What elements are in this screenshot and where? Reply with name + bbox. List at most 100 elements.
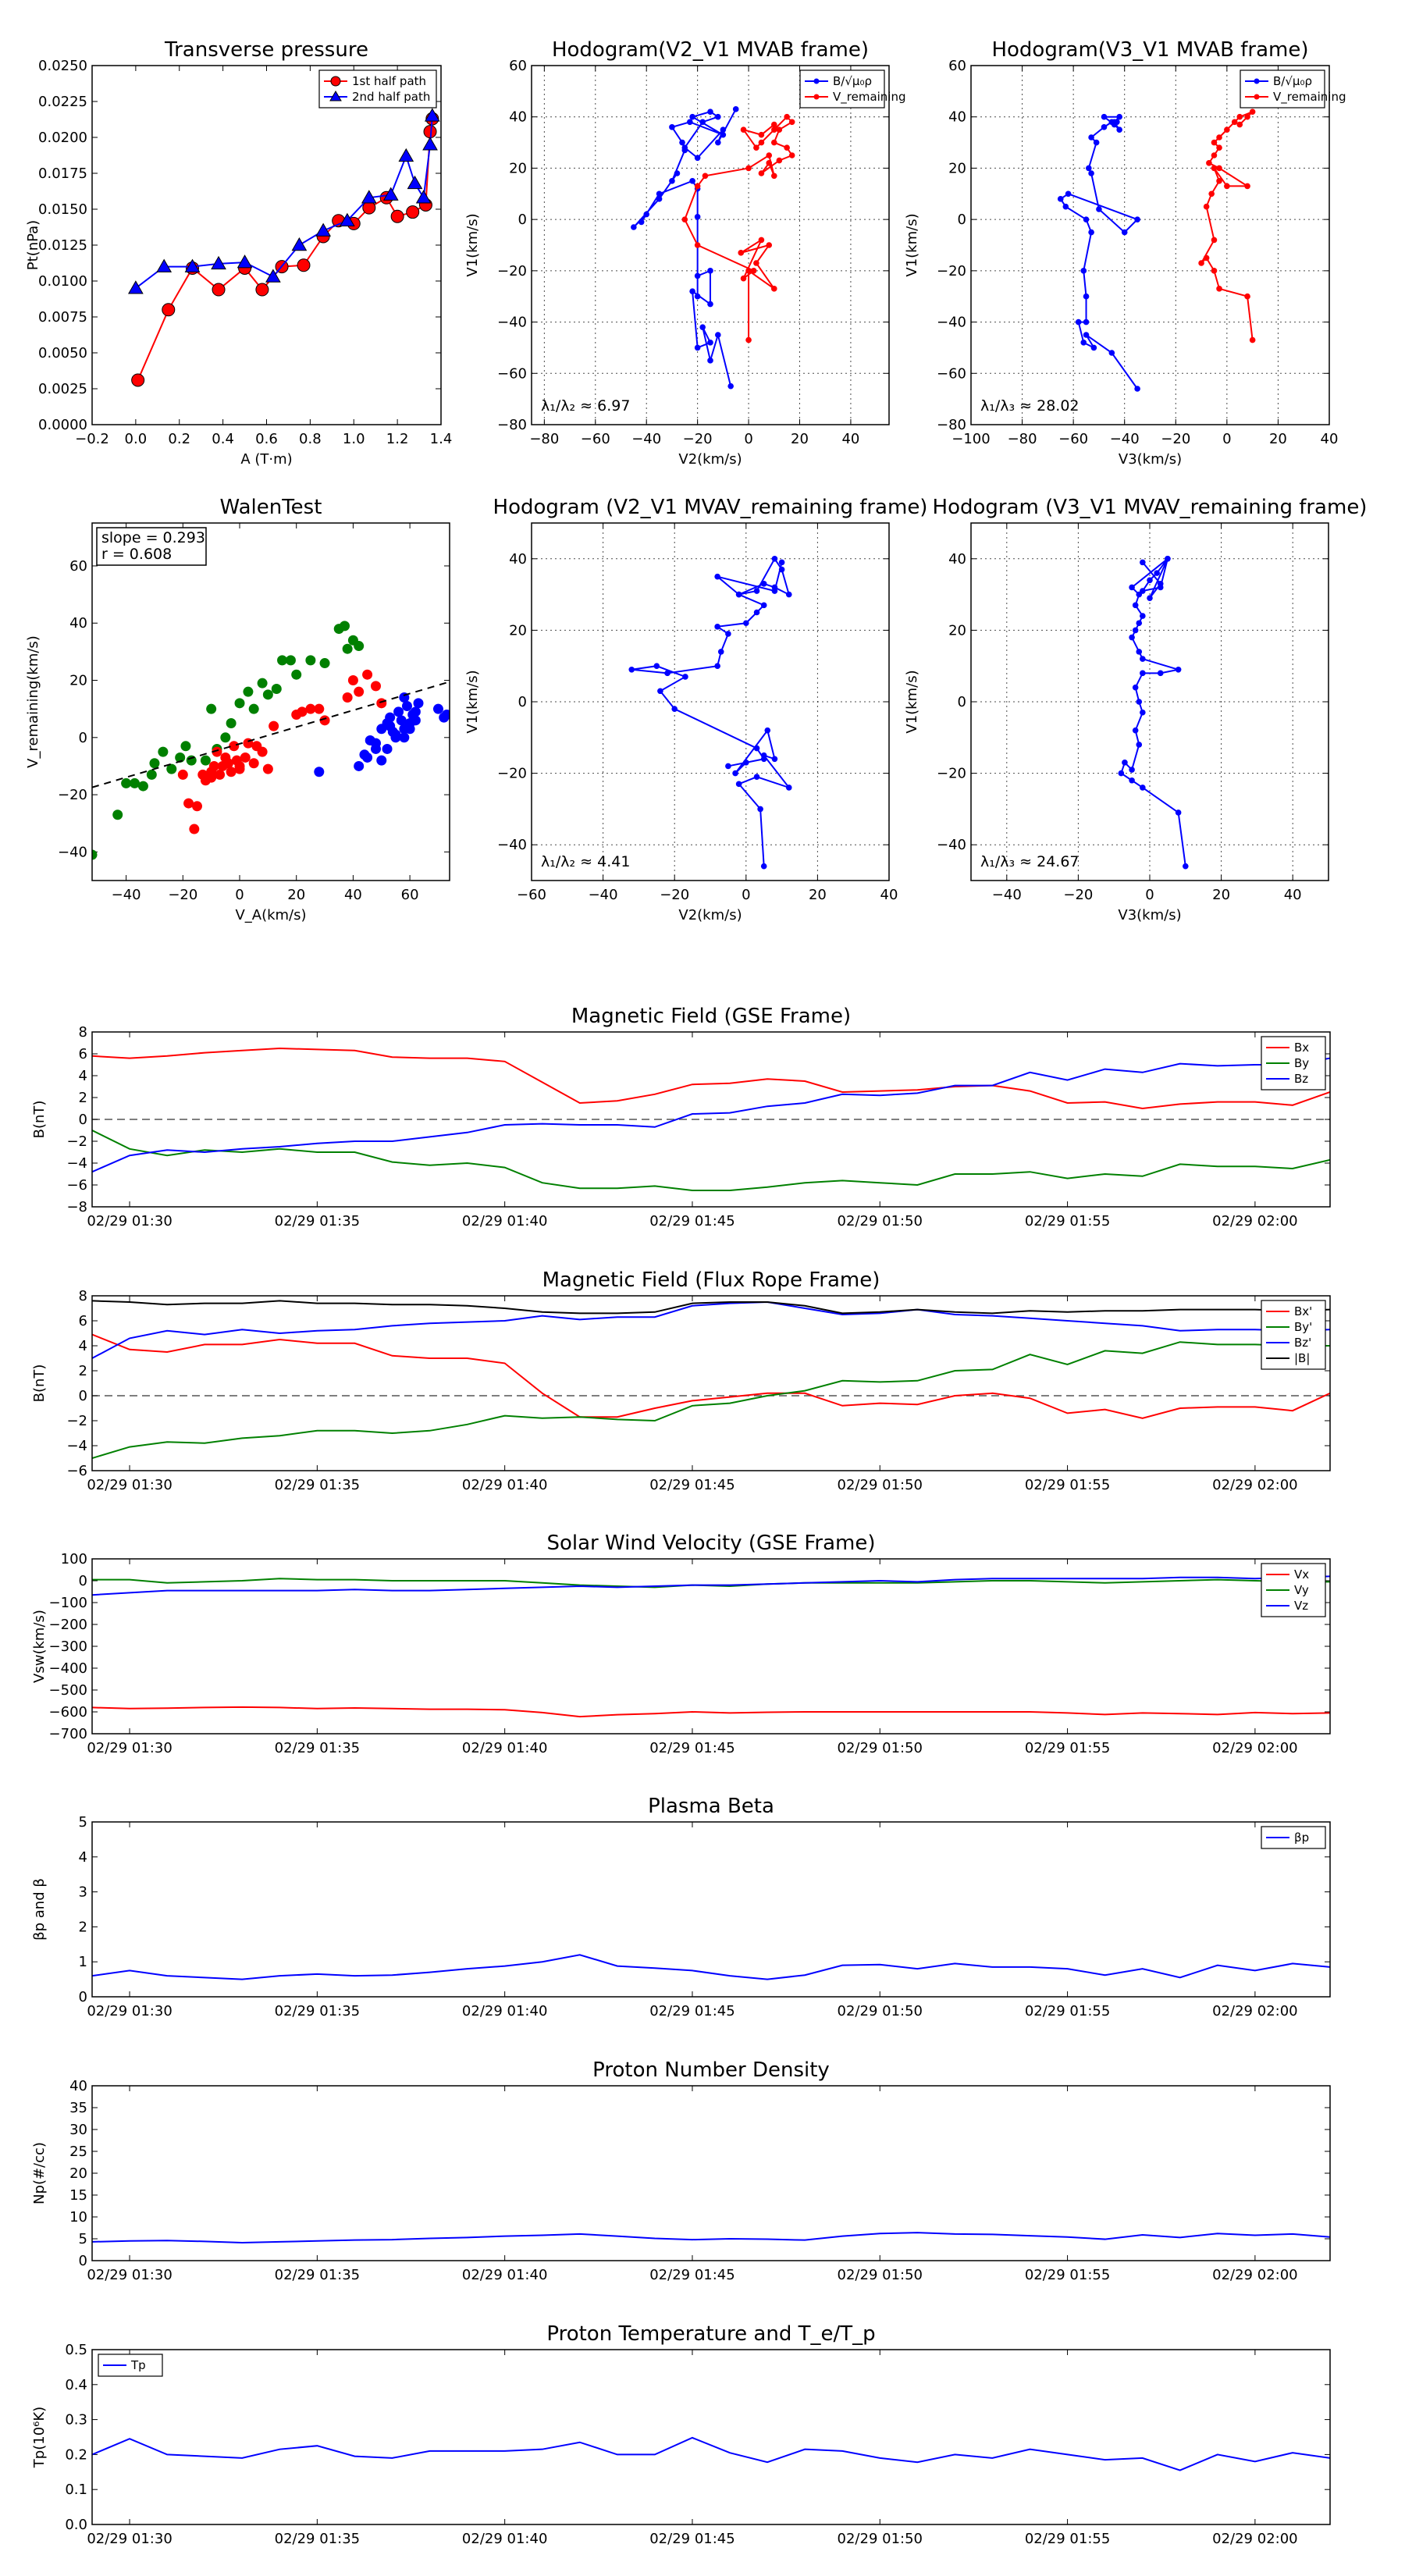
scatter-point <box>121 777 132 788</box>
x-tick-label: 02/29 01:35 <box>275 2003 360 2019</box>
chart-title: Transverse pressure <box>164 38 368 62</box>
data-point <box>788 119 795 126</box>
x-tick-label: 20 <box>1269 431 1287 447</box>
chart-title: Hodogram(V2_V1 MVAB frame) <box>552 38 869 62</box>
scatter-point <box>149 758 160 769</box>
scatter-point <box>297 706 308 717</box>
data-point <box>753 609 760 616</box>
plot-area <box>92 621 450 860</box>
data-point <box>740 275 747 282</box>
data-point <box>1249 109 1256 115</box>
scatter-point <box>183 798 194 809</box>
data-point <box>758 131 765 138</box>
x-tick-label: 0 <box>235 887 244 903</box>
data-point <box>771 756 778 763</box>
y-tick-label: 20 <box>948 160 966 176</box>
data-point <box>740 126 747 133</box>
x-tick-label: 02/29 02:00 <box>1212 1477 1297 1493</box>
data-point <box>671 706 678 712</box>
x-tick-label: 0.0 <box>125 431 148 447</box>
data-point <box>1216 144 1222 151</box>
data-point <box>1057 196 1064 202</box>
data-point <box>770 126 777 133</box>
chart-walen: WalenTest −40 −20 0 20 40 60 −40 −20 0 20 40 60 V_A(k… <box>25 496 450 923</box>
scatter-point <box>158 746 169 757</box>
data-point <box>771 556 778 562</box>
x-tick-label: −60 <box>1058 431 1088 447</box>
legend-marker <box>1254 78 1260 84</box>
data-point <box>1140 588 1146 594</box>
y-tick-label: 8 <box>79 1288 87 1304</box>
x-tick-label: −20 <box>168 887 197 903</box>
scatter-point <box>362 669 373 680</box>
y-tick-label: −20 <box>497 263 527 279</box>
data-point <box>1062 203 1069 210</box>
data-point <box>184 258 201 272</box>
data-point <box>211 255 226 270</box>
x-tick-label: 02/29 01:30 <box>87 1213 172 1229</box>
x-tick-label: 40 <box>344 887 362 903</box>
scatter-point <box>189 824 200 834</box>
scatter-point <box>410 706 421 717</box>
data-point <box>735 591 742 598</box>
y-axis-label: V1(km/s) <box>464 213 481 276</box>
x-tick-label: −40 <box>112 887 141 903</box>
legend-label: By <box>1294 1056 1309 1070</box>
data-point <box>669 124 675 130</box>
plot-area <box>92 1047 1330 1191</box>
y-tick-label: 1 <box>79 1954 87 1970</box>
data-point <box>760 581 767 587</box>
y-tick-label: −2 <box>66 1133 87 1150</box>
scatter-point <box>206 703 217 714</box>
data-point <box>1175 666 1182 673</box>
plot-area <box>92 2232 1330 2244</box>
y-tick-label: 20 <box>509 622 527 639</box>
data-point <box>1140 613 1146 619</box>
data-point <box>727 382 734 390</box>
data-point <box>390 209 404 223</box>
x-tick-label: 0 <box>742 887 750 903</box>
y-tick-label: 0.1 <box>65 2482 87 2498</box>
y-axis-label: V1(km/s) <box>904 670 920 733</box>
scatter-point <box>262 689 273 700</box>
data-point <box>1116 126 1122 133</box>
axes-frame <box>970 522 1329 881</box>
data-point <box>758 237 765 244</box>
data-point <box>664 670 670 677</box>
x-tick-label: −40 <box>589 887 618 903</box>
y-tick-label: 0 <box>79 1573 87 1589</box>
x-tick-label: 60 <box>401 887 419 903</box>
series-line-Bx <box>92 1047 1330 1110</box>
scatter-point <box>285 655 296 666</box>
x-tick-label: 02/29 01:50 <box>838 2003 923 2019</box>
data-point <box>760 756 767 763</box>
data-point <box>753 260 759 266</box>
y-tick-label: 0.0025 <box>38 381 87 397</box>
y-tick-label: −300 <box>49 1638 87 1655</box>
data-point <box>753 144 759 151</box>
data-point <box>1093 139 1100 146</box>
data-point <box>689 288 695 294</box>
x-tick-label: 02/29 01:40 <box>462 2531 547 2547</box>
legend-label: By' <box>1294 1320 1312 1334</box>
data-point <box>638 219 645 226</box>
chart-title: Magnetic Field (GSE Frame) <box>571 1005 851 1028</box>
data-point <box>1108 350 1115 356</box>
data-point <box>1224 126 1230 133</box>
scatter-point <box>314 703 325 714</box>
data-point <box>237 254 253 269</box>
series-line-V_remaining <box>684 116 794 340</box>
axes-frame <box>91 1031 1331 1208</box>
scatter-point <box>390 729 401 740</box>
x-tick-label: 02/29 01:30 <box>87 2267 172 2283</box>
y-tick-label: 60 <box>948 58 966 74</box>
legend-label: Tp <box>130 2358 146 2372</box>
data-point <box>131 373 145 387</box>
y-tick-label: 6 <box>79 1313 87 1329</box>
data-point <box>631 224 637 230</box>
scatter-point <box>385 712 396 723</box>
scatter-point <box>342 643 353 654</box>
y-tick-label: −40 <box>497 315 527 331</box>
data-point <box>1244 183 1250 190</box>
data-point <box>1132 727 1139 734</box>
